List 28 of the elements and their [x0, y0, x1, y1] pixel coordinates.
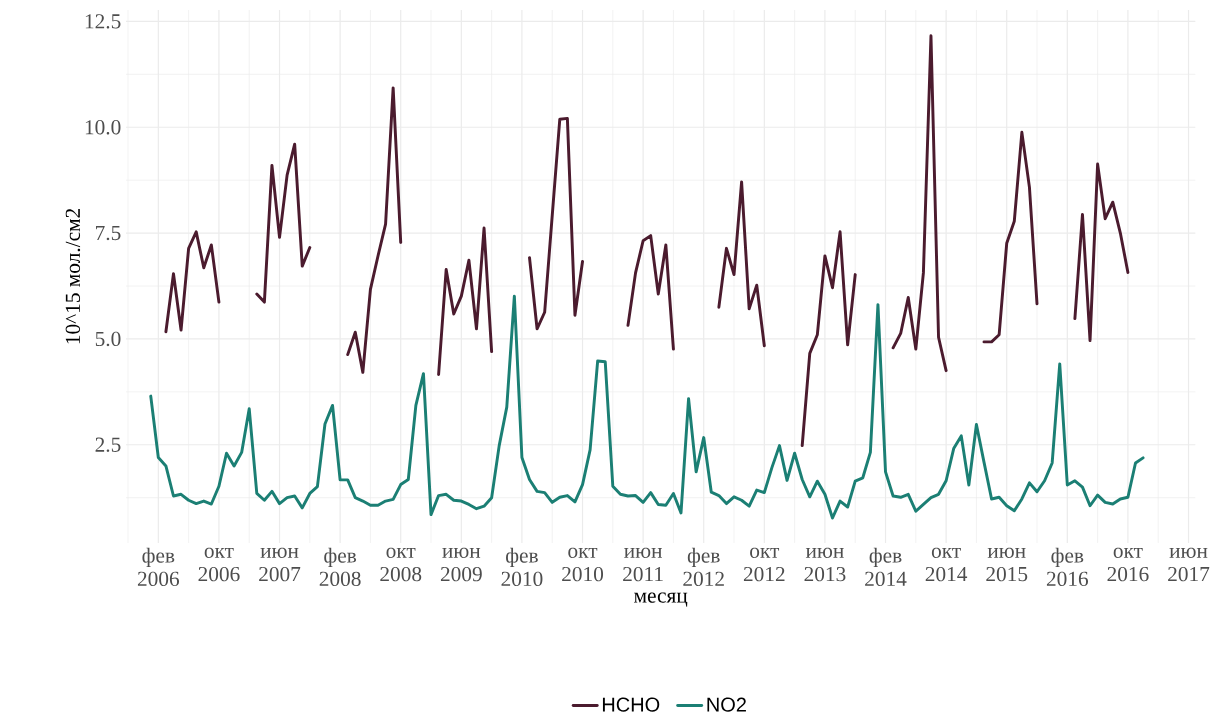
x-tick-label: окт 2006 [198, 547, 240, 582]
y-tick-label: 5.0 [95, 331, 121, 347]
y-tick-label: 2.5 [95, 437, 121, 452]
x-tick-label: июн 2009 [440, 547, 482, 582]
x-tick-label: фев 2014 [865, 547, 907, 587]
y-tick-label: 12.5 [85, 14, 121, 29]
x-tick-label: фев 2012 [683, 547, 724, 587]
x-tick-label: окт 2016 [1107, 547, 1149, 582]
x-tick-label: окт 2008 [380, 547, 422, 582]
x-tick-label: июн 2017 [1168, 547, 1210, 582]
legend-label: NO2 [707, 697, 746, 712]
legend-label: HCHO [602, 697, 660, 712]
x-tick-label: июн 2013 [804, 547, 846, 582]
y-tick-label: 10.0 [85, 120, 121, 135]
y-tick-label: 7.5 [96, 225, 121, 241]
x-tick-label: окт 2012 [743, 547, 785, 582]
x-tick-label: июн 2007 [259, 547, 301, 582]
x-tick-label: июн 2011 [623, 547, 663, 582]
x-tick-label: фев 2010 [501, 547, 543, 587]
x-tick-label: фев 2008 [319, 547, 361, 587]
y-axis-title: 10^15 мол./см2 [65, 208, 81, 344]
x-tick-label: окт 2010 [562, 547, 604, 582]
x-tick-label: июн 2015 [986, 547, 1028, 582]
line-series [149, 294, 1145, 520]
x-tick-label: фев 2006 [137, 547, 180, 587]
x-tick-label: окт 2014 [925, 547, 968, 582]
x-tick-label: фев 2016 [1046, 547, 1089, 587]
x-axis-title: месяц [634, 592, 688, 607]
